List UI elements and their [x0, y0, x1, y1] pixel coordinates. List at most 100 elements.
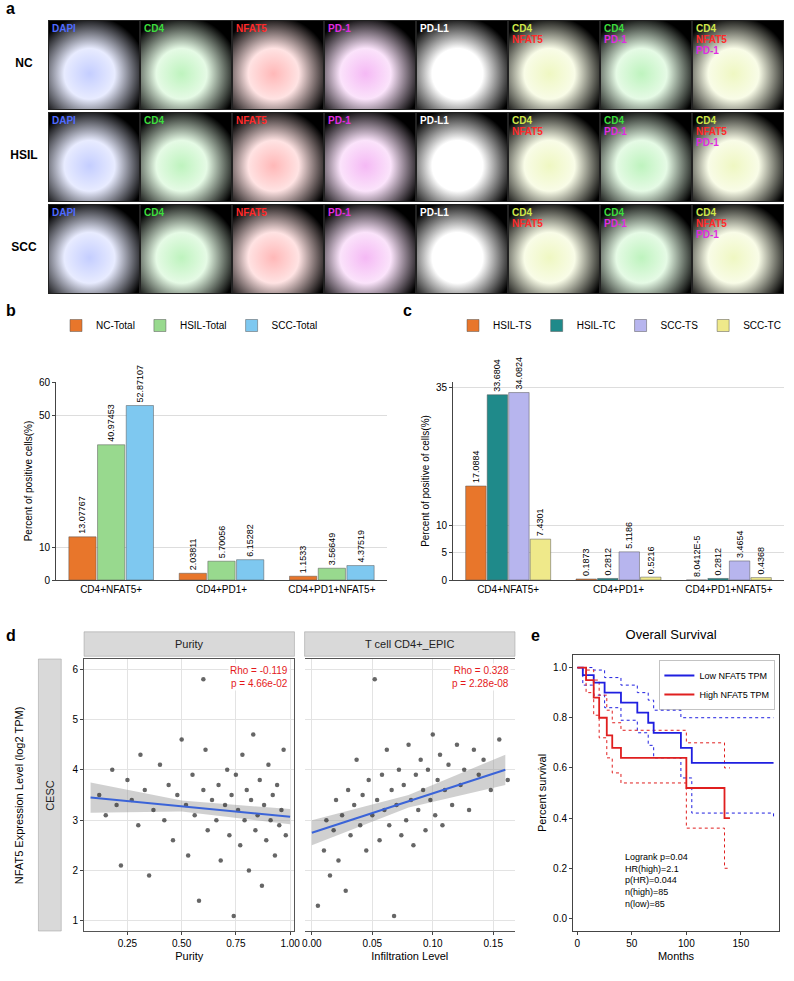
svg-text:CD4+NFAT5+: CD4+NFAT5+	[477, 584, 539, 595]
svg-text:0.2812: 0.2812	[713, 548, 723, 576]
svg-text:0.05: 0.05	[363, 938, 383, 949]
svg-text:T cell CD4+_EPIC: T cell CD4+_EPIC	[365, 638, 454, 650]
svg-text:0.15: 0.15	[484, 938, 504, 949]
svg-text:5: 5	[72, 714, 78, 725]
svg-text:5.70056: 5.70056	[217, 526, 227, 559]
svg-text:0.4368: 0.4368	[756, 547, 766, 575]
svg-text:SCC-TC: SCC-TC	[743, 320, 781, 331]
svg-text:52.87107: 52.87107	[135, 365, 145, 403]
svg-text:1.1533: 1.1533	[298, 546, 308, 574]
svg-text:0.6: 0.6	[553, 762, 567, 773]
svg-text:CESC: CESC	[44, 780, 56, 811]
svg-text:35: 35	[436, 382, 448, 393]
svg-text:0.75: 0.75	[226, 938, 246, 949]
svg-text:0.5216: 0.5216	[646, 547, 656, 575]
html-text:PD-1: PD-1	[328, 23, 351, 34]
svg-text:Overall Survival: Overall Survival	[626, 627, 717, 642]
svg-text:HSIL-Total: HSIL-Total	[180, 320, 227, 331]
svg-text:High NFAT5 TPM: High NFAT5 TPM	[699, 690, 769, 700]
html-text:CD4: CD4	[604, 23, 624, 34]
svg-text:150: 150	[733, 938, 750, 949]
svg-text:0.00: 0.00	[302, 938, 322, 949]
svg-text:0.8: 0.8	[553, 712, 567, 723]
html-text:SCC: SCC	[11, 240, 37, 254]
svg-text:HSIL-TC: HSIL-TC	[577, 320, 616, 331]
svg-text:1.00: 1.00	[280, 938, 300, 949]
svg-text:100: 100	[678, 938, 695, 949]
html-text:CD4: CD4	[512, 23, 532, 34]
svg-text:0: 0	[575, 938, 581, 949]
html-text:NFAT5: NFAT5	[236, 23, 267, 34]
svg-text:Months: Months	[658, 950, 695, 962]
svg-text:CD4+NFAT5+: CD4+NFAT5+	[80, 584, 142, 595]
html-text:PD-1: PD-1	[696, 45, 719, 56]
svg-text:Purity: Purity	[175, 638, 204, 650]
svg-text:0: 0	[44, 575, 50, 586]
svg-text:6.15282: 6.15282	[245, 524, 255, 557]
svg-text:1.0: 1.0	[553, 662, 567, 673]
html-text:DAPI: DAPI	[52, 115, 76, 126]
html-text:CD4: CD4	[144, 115, 164, 126]
svg-text:3.56649: 3.56649	[327, 533, 337, 566]
html-text:NFAT5: NFAT5	[696, 34, 727, 45]
svg-text:0.2: 0.2	[553, 863, 567, 874]
html-text:CD4: CD4	[144, 23, 164, 34]
html-text:DAPI: DAPI	[52, 23, 76, 34]
svg-text:Purity: Purity	[175, 950, 204, 962]
svg-text:1: 1	[72, 915, 78, 926]
svg-text:0.1873: 0.1873	[581, 548, 591, 576]
svg-text:0.2812: 0.2812	[603, 548, 613, 576]
svg-text:Low NFAT5 TPM: Low NFAT5 TPM	[699, 671, 767, 681]
svg-text:0.4: 0.4	[553, 813, 567, 824]
svg-text:4.37519: 4.37519	[356, 530, 366, 563]
html-text:PD-L1: PD-L1	[420, 23, 449, 34]
svg-text:CD4+PD1+NFAT5+: CD4+PD1+NFAT5+	[288, 584, 376, 595]
svg-text:5: 5	[441, 547, 447, 558]
svg-text:SCC-Total: SCC-Total	[272, 320, 318, 331]
svg-text:34.0824: 34.0824	[514, 357, 524, 390]
svg-text:0: 0	[441, 575, 447, 586]
html-text:CD4: CD4	[696, 23, 716, 34]
svg-text:5.1186: 5.1186	[624, 522, 634, 549]
svg-text:NFAT5 Expression Level (log2 T: NFAT5 Expression Level (log2 TPM)	[13, 707, 25, 885]
html-text:NFAT5: NFAT5	[236, 115, 267, 126]
svg-text:CD4+PD1+: CD4+PD1+	[196, 584, 247, 595]
svg-text:3.4654: 3.4654	[735, 530, 745, 558]
svg-text:7.4301: 7.4301	[535, 509, 545, 537]
svg-text:0.10: 0.10	[423, 938, 443, 949]
svg-text:0.0: 0.0	[553, 913, 567, 924]
svg-text:3: 3	[72, 815, 78, 826]
svg-text:Rho = 0.328p = 2.28e-08: Rho = 0.328p = 2.28e-08	[452, 665, 509, 689]
svg-text:6: 6	[72, 664, 78, 675]
svg-text:8.0412E-5: 8.0412E-5	[692, 535, 702, 577]
svg-text:60: 60	[39, 377, 51, 388]
html-text:PD-1: PD-1	[604, 34, 627, 45]
svg-text:CD4+PD1+: CD4+PD1+	[593, 584, 644, 595]
svg-text:SCC-TS: SCC-TS	[661, 320, 699, 331]
svg-text:10: 10	[39, 542, 51, 553]
svg-text:Percent of positive of cells(%: Percent of positive of cells(%)	[420, 415, 431, 547]
svg-text:HSIL-TS: HSIL-TS	[493, 320, 532, 331]
svg-text:17.0884: 17.0884	[471, 450, 481, 483]
svg-text:2: 2	[72, 865, 78, 876]
html-text:HSIL: HSIL	[10, 148, 38, 162]
svg-text:Logrank p=0.04HR(high)=2.1p(HR: Logrank p=0.04HR(high)=2.1p(HR)=0.044n(h…	[625, 852, 688, 909]
svg-text:13.07767: 13.07767	[77, 496, 87, 534]
svg-text:NC-Total: NC-Total	[96, 320, 135, 331]
svg-text:33.6804: 33.6804	[492, 359, 502, 392]
svg-text:Infiltration Level: Infiltration Level	[371, 950, 448, 962]
svg-text:50: 50	[39, 410, 51, 421]
svg-text:2.03811: 2.03811	[188, 538, 198, 570]
svg-text:0.25: 0.25	[118, 938, 138, 949]
svg-text:50: 50	[626, 938, 638, 949]
svg-text:4: 4	[72, 764, 78, 775]
svg-text:CD4+PD1+NFAT5+: CD4+PD1+NFAT5+	[685, 584, 773, 595]
html-text:NC: NC	[15, 56, 33, 70]
svg-text:0.50: 0.50	[172, 938, 192, 949]
html-text:NFAT5: NFAT5	[512, 34, 543, 45]
svg-text:Percent survival: Percent survival	[536, 754, 548, 832]
svg-text:10: 10	[436, 520, 448, 531]
svg-text:Rho = -0.119p = 4.66e-02: Rho = -0.119p = 4.66e-02	[230, 665, 288, 689]
svg-text:Percent of positive cells(%): Percent of positive cells(%)	[23, 421, 34, 542]
svg-text:40.97453: 40.97453	[106, 404, 116, 442]
